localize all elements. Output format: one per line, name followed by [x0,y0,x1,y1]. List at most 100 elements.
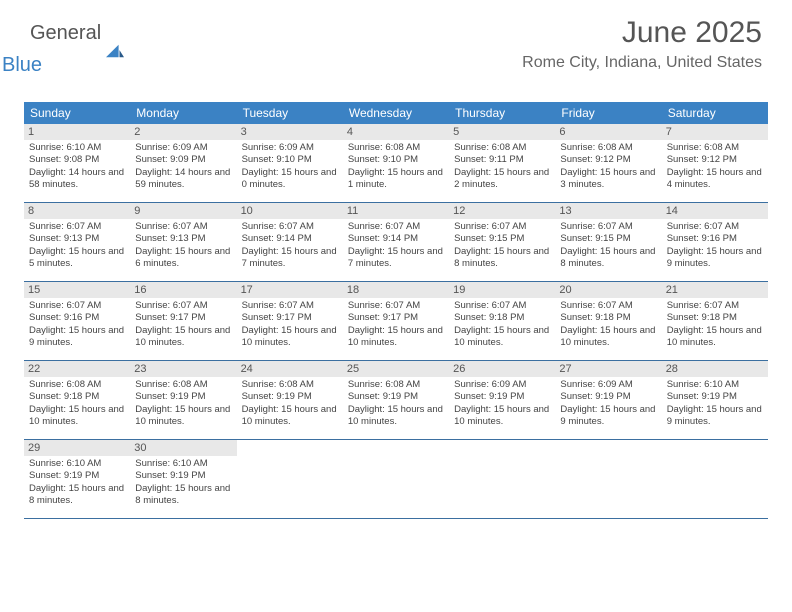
sunrise-line: Sunrise: 6:08 AM [667,142,763,154]
sunrise-line: Sunrise: 6:09 AM [135,142,231,154]
calendar-day-cell: 8Sunrise: 6:07 AMSunset: 9:13 PMDaylight… [24,203,130,281]
day-number: 25 [343,361,449,377]
calendar-day-cell: 10Sunrise: 6:07 AMSunset: 9:14 PMDayligh… [237,203,343,281]
daylight-line: Daylight: 15 hours and 10 minutes. [454,325,550,350]
day-number: 27 [555,361,661,377]
sunset-line: Sunset: 9:19 PM [242,391,338,403]
sunset-line: Sunset: 9:15 PM [560,233,656,245]
sunset-line: Sunset: 9:19 PM [454,391,550,403]
calendar-table: SundayMondayTuesdayWednesdayThursdayFrid… [24,102,768,519]
calendar-day-cell: 18Sunrise: 6:07 AMSunset: 9:17 PMDayligh… [343,282,449,360]
calendar-day-cell: 2Sunrise: 6:09 AMSunset: 9:09 PMDaylight… [130,124,236,202]
sunset-line: Sunset: 9:18 PM [560,312,656,324]
calendar-day-cell: 16Sunrise: 6:07 AMSunset: 9:17 PMDayligh… [130,282,236,360]
sunset-line: Sunset: 9:12 PM [560,154,656,166]
sunset-line: Sunset: 9:15 PM [454,233,550,245]
calendar-day-cell: 7Sunrise: 6:08 AMSunset: 9:12 PMDaylight… [662,124,768,202]
sunrise-line: Sunrise: 6:09 AM [560,379,656,391]
calendar-header-row: SundayMondayTuesdayWednesdayThursdayFrid… [24,102,768,124]
calendar-day-cell: 30Sunrise: 6:10 AMSunset: 9:19 PMDayligh… [130,440,236,518]
calendar-day-cell [449,440,555,518]
day-number: 16 [130,282,236,298]
daylight-line: Daylight: 15 hours and 0 minutes. [242,167,338,192]
calendar-day-cell: 13Sunrise: 6:07 AMSunset: 9:15 PMDayligh… [555,203,661,281]
day-number: 14 [662,203,768,219]
sunrise-line: Sunrise: 6:07 AM [29,221,125,233]
sunset-line: Sunset: 9:18 PM [667,312,763,324]
sunset-line: Sunset: 9:13 PM [29,233,125,245]
calendar-day-cell: 24Sunrise: 6:08 AMSunset: 9:19 PMDayligh… [237,361,343,439]
daylight-line: Daylight: 15 hours and 6 minutes. [135,246,231,271]
day-number: 26 [449,361,555,377]
daylight-line: Daylight: 15 hours and 1 minute. [348,167,444,192]
day-number: 19 [449,282,555,298]
calendar-header-monday: Monday [130,102,236,124]
sunset-line: Sunset: 9:18 PM [29,391,125,403]
sunset-line: Sunset: 9:19 PM [135,470,231,482]
sunrise-line: Sunrise: 6:10 AM [29,142,125,154]
calendar-day-cell: 27Sunrise: 6:09 AMSunset: 9:19 PMDayligh… [555,361,661,439]
daylight-line: Daylight: 14 hours and 59 minutes. [135,167,231,192]
sunrise-line: Sunrise: 6:07 AM [348,221,444,233]
daylight-line: Daylight: 15 hours and 4 minutes. [667,167,763,192]
sunrise-line: Sunrise: 6:07 AM [454,300,550,312]
calendar-day-cell: 15Sunrise: 6:07 AMSunset: 9:16 PMDayligh… [24,282,130,360]
day-number: 18 [343,282,449,298]
day-number: 10 [237,203,343,219]
calendar-header-tuesday: Tuesday [237,102,343,124]
day-number: 1 [24,124,130,140]
day-number: 29 [24,440,130,456]
brand-part1: General [30,24,101,42]
daylight-line: Daylight: 15 hours and 10 minutes. [242,404,338,429]
calendar-header-thursday: Thursday [449,102,555,124]
calendar-day-cell: 29Sunrise: 6:10 AMSunset: 9:19 PMDayligh… [24,440,130,518]
calendar-day-cell: 12Sunrise: 6:07 AMSunset: 9:15 PMDayligh… [449,203,555,281]
sunset-line: Sunset: 9:12 PM [667,154,763,166]
calendar-day-cell: 17Sunrise: 6:07 AMSunset: 9:17 PMDayligh… [237,282,343,360]
calendar-day-cell: 3Sunrise: 6:09 AMSunset: 9:10 PMDaylight… [237,124,343,202]
daylight-line: Daylight: 15 hours and 10 minutes. [667,325,763,350]
daylight-line: Daylight: 15 hours and 10 minutes. [135,325,231,350]
daylight-line: Daylight: 15 hours and 10 minutes. [135,404,231,429]
day-number: 8 [24,203,130,219]
calendar-day-cell: 22Sunrise: 6:08 AMSunset: 9:18 PMDayligh… [24,361,130,439]
daylight-line: Daylight: 15 hours and 10 minutes. [560,325,656,350]
sunset-line: Sunset: 9:17 PM [135,312,231,324]
day-number: 28 [662,361,768,377]
calendar-day-cell: 20Sunrise: 6:07 AMSunset: 9:18 PMDayligh… [555,282,661,360]
sunrise-line: Sunrise: 6:07 AM [667,300,763,312]
daylight-line: Daylight: 15 hours and 10 minutes. [242,325,338,350]
sunrise-line: Sunrise: 6:07 AM [242,300,338,312]
sunrise-line: Sunrise: 6:07 AM [667,221,763,233]
sunrise-line: Sunrise: 6:08 AM [135,379,231,391]
daylight-line: Daylight: 15 hours and 9 minutes. [29,325,125,350]
calendar-week-row: 8Sunrise: 6:07 AMSunset: 9:13 PMDaylight… [24,203,768,282]
daylight-line: Daylight: 15 hours and 7 minutes. [242,246,338,271]
brand-logo: General Blue [30,24,124,74]
day-number: 13 [555,203,661,219]
sunset-line: Sunset: 9:17 PM [242,312,338,324]
daylight-line: Daylight: 15 hours and 10 minutes. [454,404,550,429]
calendar-day-cell: 19Sunrise: 6:07 AMSunset: 9:18 PMDayligh… [449,282,555,360]
sunrise-line: Sunrise: 6:08 AM [348,379,444,391]
sunrise-line: Sunrise: 6:07 AM [242,221,338,233]
calendar-header-sunday: Sunday [24,102,130,124]
sunrise-line: Sunrise: 6:07 AM [454,221,550,233]
calendar-day-cell [662,440,768,518]
calendar-header-friday: Friday [555,102,661,124]
day-number: 12 [449,203,555,219]
sunrise-line: Sunrise: 6:10 AM [135,458,231,470]
sunrise-line: Sunrise: 6:07 AM [560,300,656,312]
calendar-day-cell [237,440,343,518]
day-number: 24 [237,361,343,377]
calendar-day-cell: 28Sunrise: 6:10 AMSunset: 9:19 PMDayligh… [662,361,768,439]
daylight-line: Daylight: 15 hours and 8 minutes. [135,483,231,508]
brand-part2: Blue [2,56,101,74]
sunset-line: Sunset: 9:19 PM [135,391,231,403]
calendar-day-cell: 23Sunrise: 6:08 AMSunset: 9:19 PMDayligh… [130,361,236,439]
daylight-line: Daylight: 15 hours and 9 minutes. [667,404,763,429]
calendar-day-cell: 25Sunrise: 6:08 AMSunset: 9:19 PMDayligh… [343,361,449,439]
daylight-line: Daylight: 14 hours and 58 minutes. [29,167,125,192]
sunrise-line: Sunrise: 6:07 AM [29,300,125,312]
sunrise-line: Sunrise: 6:07 AM [348,300,444,312]
